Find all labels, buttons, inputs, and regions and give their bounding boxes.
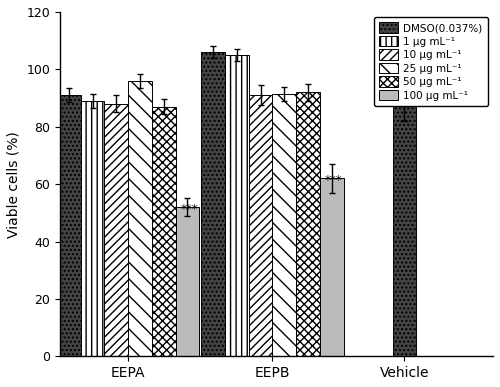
Text: ***: *** [325, 174, 342, 187]
Bar [104, 104, 128, 356]
Bar [152, 107, 176, 356]
Bar [176, 207, 200, 356]
Text: ***: *** [180, 203, 198, 216]
Bar [296, 92, 320, 356]
Bar [80, 101, 104, 356]
Bar [248, 95, 272, 356]
Y-axis label: Viable cells (%): Viable cells (%) [7, 131, 21, 238]
Bar [392, 92, 416, 356]
Bar [272, 94, 296, 356]
Legend: DMSO(0.037%), 1 μg mL⁻¹, 10 μg mL⁻¹, 25 μg mL⁻¹, 50 μg mL⁻¹, 100 μg mL⁻¹: DMSO(0.037%), 1 μg mL⁻¹, 10 μg mL⁻¹, 25 … [374, 17, 488, 106]
Bar [57, 95, 80, 356]
Bar [202, 52, 225, 356]
Bar [225, 55, 248, 356]
Bar [128, 81, 152, 356]
Bar [320, 178, 344, 356]
